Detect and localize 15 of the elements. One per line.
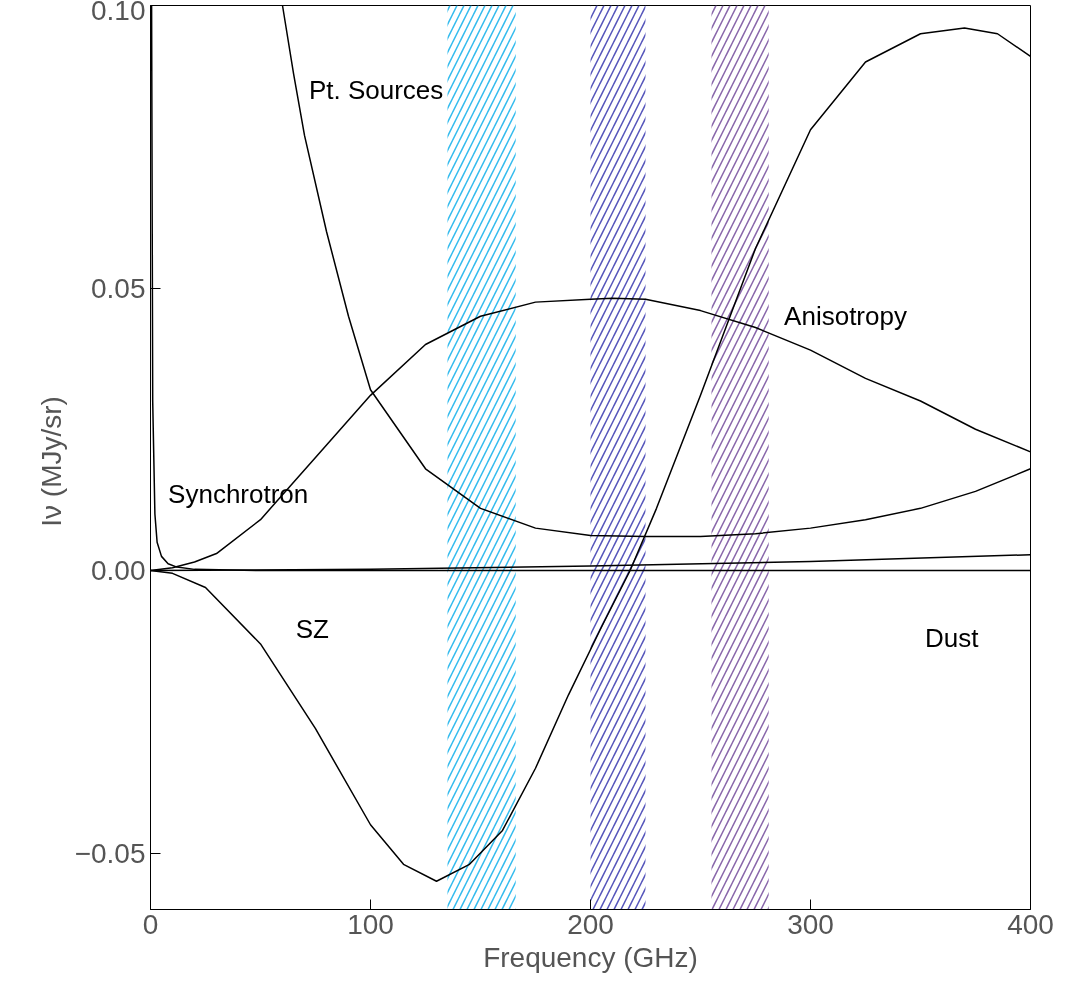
x-tick-label: 400 — [1007, 908, 1054, 940]
x-axis-title: Frequency (GHz) — [483, 941, 698, 973]
y-tick-label: 0.00 — [91, 555, 146, 586]
y-tick-label: 0.05 — [91, 272, 146, 304]
x-tick-label: 0 — [142, 908, 159, 940]
annotation: Anisotropy — [784, 301, 907, 332]
annotation: Pt. Sources — [308, 75, 444, 106]
annotation: SZ — [295, 614, 330, 645]
y-tick-label: −0.05 — [74, 837, 146, 869]
y-axis-title: Iν (MJy/sr) — [35, 396, 67, 527]
annotation: Dust — [924, 623, 980, 654]
y-tick-label: 0.10 — [91, 0, 146, 26]
x-tick-label: 300 — [787, 908, 834, 940]
x-tick-label: 100 — [347, 908, 394, 940]
x-tick-label: 200 — [567, 908, 614, 940]
